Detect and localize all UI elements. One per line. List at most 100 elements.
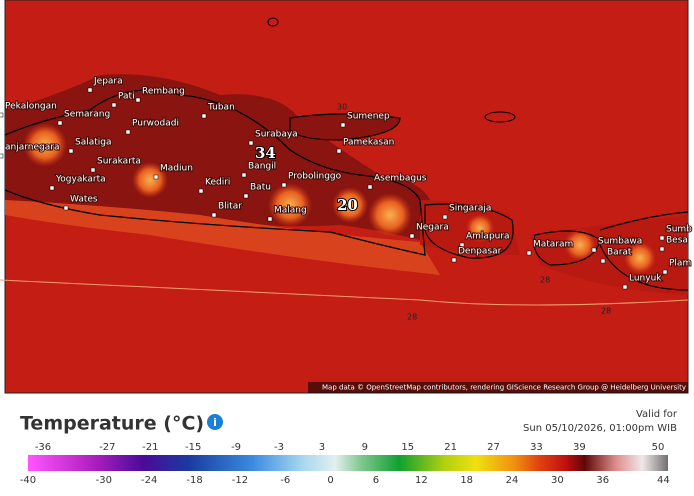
city-marker (622, 284, 628, 290)
scale-label-bottom: 36 (596, 475, 609, 486)
city-marker (68, 148, 74, 154)
scale-label-bottom: -6 (280, 475, 290, 486)
city-marker (135, 97, 141, 103)
city-label: Malang (274, 206, 307, 216)
point-value: 20 (337, 196, 358, 214)
scale-label-top: -9 (231, 442, 241, 453)
valid-time: Sun 05/10/2026, 01:00pm WIB (523, 423, 677, 434)
city-label: Barat (607, 248, 632, 258)
scale-label-top: -21 (142, 442, 158, 453)
scale-label-bottom: 44 (657, 475, 670, 486)
city-label: Pamekasan (343, 138, 394, 148)
city-marker (111, 102, 117, 108)
info-icon[interactable] (207, 414, 223, 430)
scale-label-top: -15 (185, 442, 201, 453)
city-marker (591, 247, 597, 253)
scale-label-top: -27 (99, 442, 115, 453)
city-label: Besa (666, 236, 688, 246)
scale-label-top: 9 (362, 442, 368, 453)
city-marker (125, 129, 131, 135)
city-marker (409, 233, 415, 239)
city-label: Amlapura (466, 232, 510, 242)
city-label: Surakarta (97, 157, 141, 167)
city-label: Bangil (248, 162, 276, 172)
city-label: Blitar (218, 202, 242, 212)
city-marker (87, 87, 93, 93)
city-label: Batu (250, 183, 271, 193)
scale-label-bottom: -18 (186, 475, 202, 486)
city-label: Probolinggo (288, 172, 342, 182)
scale-label-top: 50 (652, 442, 665, 453)
city-marker (281, 182, 287, 188)
scale-label-top: -3 (274, 442, 284, 453)
city-label: Pati (118, 92, 135, 102)
city-label: Tuban (207, 103, 235, 113)
scale-label-bottom: -12 (232, 475, 248, 486)
city-label: Sumb (666, 225, 692, 235)
city-label: Wates (70, 195, 98, 205)
city-marker (662, 269, 668, 275)
city-label: Salatiga (75, 138, 112, 148)
city-label: Yogyakarta (55, 175, 106, 185)
city-marker (90, 167, 96, 173)
contour-label: 30 (337, 103, 347, 112)
city-label: Rembang (142, 87, 185, 97)
city-marker (49, 185, 55, 191)
city-marker (526, 250, 532, 256)
city-label: Asembagus (374, 174, 427, 184)
scale-label-bottom: 0 (327, 475, 333, 486)
contour-label: 28 (601, 307, 611, 316)
city-label: Plam (669, 259, 691, 269)
city-marker (659, 246, 665, 252)
city-label: Purwodadi (132, 119, 179, 129)
scale-label-top: 21 (444, 442, 457, 453)
city-marker (442, 214, 448, 220)
city-marker (198, 188, 204, 194)
info-glyph[interactable]: i (213, 416, 217, 429)
city-marker (0, 153, 4, 159)
scale-label-bottom: 6 (373, 475, 379, 486)
city-label: anjarnegara (5, 143, 59, 153)
scale-label-bottom: -40 (20, 475, 36, 486)
city-marker (63, 205, 69, 211)
city-label: Denpasar (458, 247, 502, 257)
city-marker (0, 112, 4, 118)
city-label: Semarang (64, 110, 110, 120)
city-marker (211, 212, 217, 218)
city-marker (243, 193, 249, 199)
city-label: Mataram (533, 240, 573, 250)
scale-label-bottom: 12 (415, 475, 428, 486)
point-value: 34 (255, 144, 276, 162)
city-label: Jepara (93, 77, 123, 87)
color-bar (28, 455, 668, 471)
city-label: Kediri (205, 178, 230, 188)
contour-label: 28 (407, 313, 417, 322)
map: Map data © OpenStreetMap contributors, r… (0, 0, 693, 394)
city-marker (241, 172, 247, 178)
city-marker (367, 184, 373, 190)
city-label: Singaraja (449, 204, 491, 214)
valid-label: Valid for (636, 409, 678, 420)
city-marker (267, 216, 273, 222)
scale-label-bottom: 30 (551, 475, 564, 486)
city-marker (153, 174, 159, 180)
scale-label-top: -36 (35, 442, 51, 453)
scale-label-top: 15 (401, 442, 414, 453)
city-label: Sumenep (347, 112, 390, 122)
city-marker (459, 242, 465, 248)
city-label: Lunyuk (629, 274, 662, 284)
city-label: Madiun (160, 164, 193, 174)
legend-title: Temperature (°C) (20, 413, 204, 435)
attribution: Map data © OpenStreetMap contributors, r… (322, 384, 686, 392)
scale-label-bottom: 24 (506, 475, 519, 486)
scale-label-bottom: -24 (141, 475, 157, 486)
city-marker (600, 258, 606, 264)
city-marker (340, 122, 346, 128)
city-label: Surabaya (255, 130, 298, 140)
city-marker (57, 120, 63, 126)
scale-label-top: 39 (573, 442, 586, 453)
scale-label-bottom: 18 (460, 475, 473, 486)
city-marker (451, 257, 457, 263)
scale-label-bottom: -30 (96, 475, 112, 486)
